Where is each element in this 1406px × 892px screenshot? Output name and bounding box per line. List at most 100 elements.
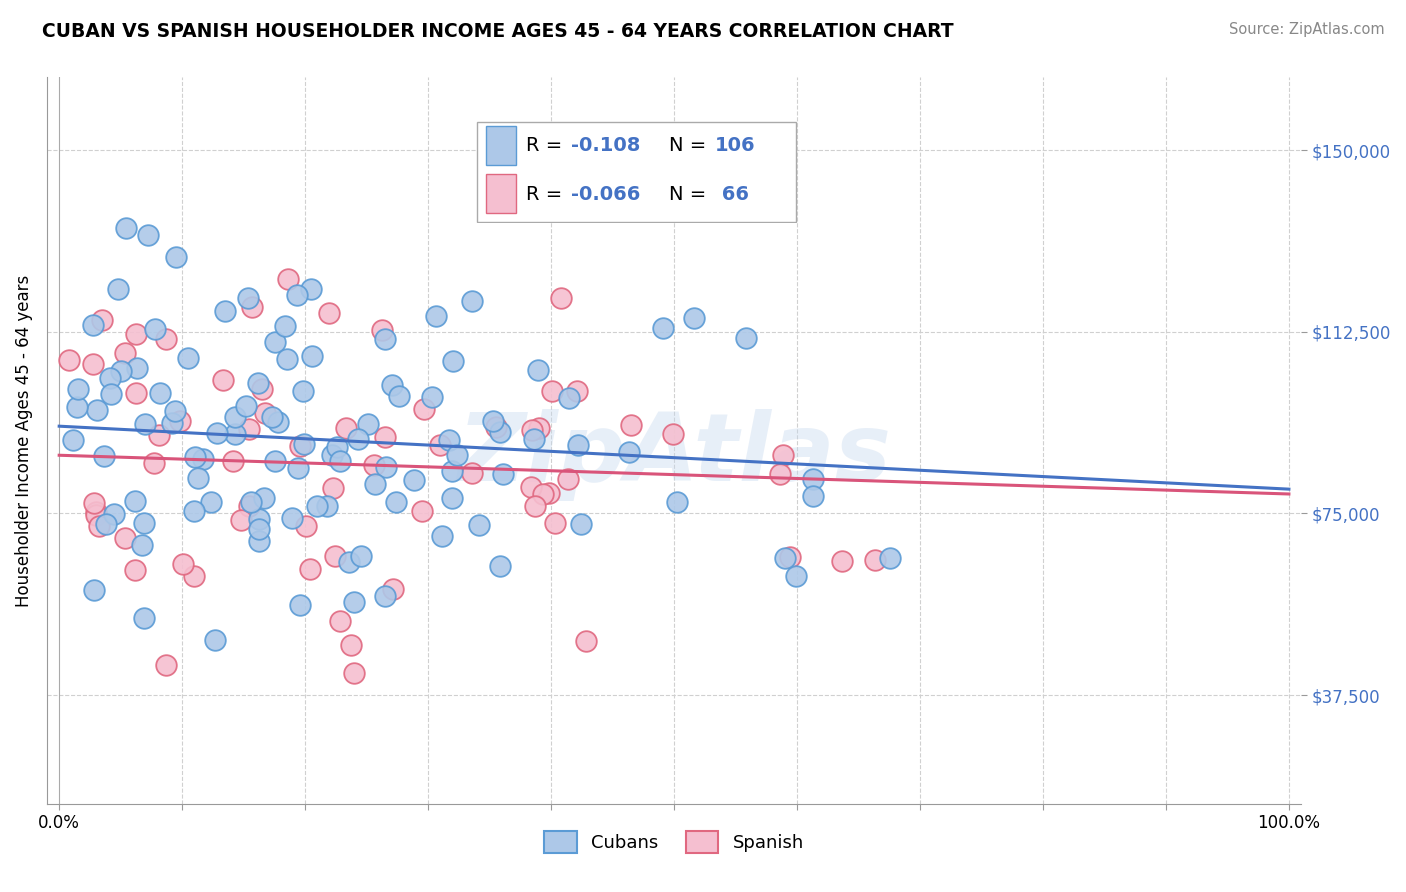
- Point: [441, 464, 464, 478]
- Point: [461, 293, 484, 308]
- Point: [298, 562, 321, 576]
- Point: [131, 538, 153, 552]
- Point: [163, 404, 186, 418]
- Point: [204, 632, 226, 647]
- Point: [374, 332, 396, 346]
- Point: [247, 512, 270, 526]
- Point: [375, 460, 398, 475]
- Point: [863, 553, 886, 567]
- Point: [132, 611, 155, 625]
- Point: [84, 505, 107, 519]
- Point: [160, 416, 183, 430]
- Point: [335, 421, 357, 435]
- Point: [124, 563, 146, 577]
- Point: [125, 327, 148, 342]
- Point: [538, 485, 561, 500]
- Point: [115, 220, 138, 235]
- Point: [125, 385, 148, 400]
- Point: [246, 376, 269, 390]
- Point: [127, 360, 149, 375]
- Point: [200, 495, 222, 509]
- Point: [662, 427, 685, 442]
- Point: [124, 494, 146, 508]
- Point: [439, 434, 461, 448]
- Point: [363, 477, 385, 491]
- Text: Source: ZipAtlas.com: Source: ZipAtlas.com: [1229, 22, 1385, 37]
- Point: [238, 291, 260, 305]
- Point: [103, 508, 125, 522]
- Point: [357, 417, 380, 431]
- Point: [489, 425, 512, 440]
- Point: [214, 304, 236, 318]
- Point: [557, 472, 579, 486]
- Text: R =: R =: [526, 136, 562, 155]
- Point: [66, 382, 89, 396]
- Point: [769, 467, 792, 482]
- Point: [322, 481, 344, 495]
- Point: [318, 305, 340, 319]
- Text: CUBAN VS SPANISH HOUSEHOLDER INCOME AGES 45 - 64 YEARS CORRELATION CHART: CUBAN VS SPANISH HOUSEHOLDER INCOME AGES…: [42, 22, 953, 41]
- Point: [316, 499, 339, 513]
- Point: [169, 414, 191, 428]
- Point: [221, 454, 243, 468]
- Point: [544, 516, 567, 530]
- Point: [183, 450, 205, 464]
- Point: [329, 454, 352, 468]
- Point: [523, 500, 546, 514]
- Point: [325, 441, 347, 455]
- Text: ZipAtlas: ZipAtlas: [457, 409, 891, 501]
- Point: [323, 549, 346, 564]
- Text: R =: R =: [526, 185, 562, 203]
- Point: [468, 517, 491, 532]
- Point: [240, 495, 263, 509]
- Text: -0.066: -0.066: [571, 185, 641, 203]
- Point: [488, 559, 510, 574]
- Point: [94, 517, 117, 532]
- Point: [177, 351, 200, 365]
- Y-axis label: Householder Income Ages 45 - 64 years: Householder Income Ages 45 - 64 years: [15, 275, 32, 607]
- Point: [652, 320, 675, 334]
- Point: [155, 657, 177, 672]
- Point: [62, 433, 84, 447]
- Point: [107, 282, 129, 296]
- Point: [134, 417, 156, 432]
- Point: [482, 414, 505, 428]
- Text: 106: 106: [714, 136, 755, 155]
- Point: [520, 480, 543, 494]
- Point: [155, 332, 177, 346]
- Point: [411, 504, 433, 518]
- Point: [82, 357, 104, 371]
- Point: [212, 373, 235, 387]
- Point: [531, 487, 554, 501]
- Point: [620, 417, 643, 432]
- Point: [307, 499, 329, 513]
- Point: [288, 439, 311, 453]
- Point: [132, 516, 155, 530]
- Point: [187, 471, 209, 485]
- Point: [224, 426, 246, 441]
- Point: [83, 496, 105, 510]
- Point: [93, 449, 115, 463]
- Point: [412, 402, 434, 417]
- Point: [267, 415, 290, 429]
- Point: [224, 410, 246, 425]
- Point: [274, 318, 297, 333]
- Text: N =: N =: [669, 185, 706, 203]
- Point: [567, 438, 589, 452]
- Point: [299, 282, 322, 296]
- Point: [772, 448, 794, 462]
- Point: [295, 519, 318, 533]
- Point: [66, 401, 89, 415]
- Point: [288, 598, 311, 612]
- Point: [666, 495, 689, 509]
- Point: [292, 436, 315, 450]
- Point: [446, 448, 468, 462]
- Point: [238, 500, 260, 514]
- Point: [148, 427, 170, 442]
- Point: [110, 363, 132, 377]
- Point: [803, 472, 825, 486]
- Point: [492, 467, 515, 481]
- Point: [253, 406, 276, 420]
- Point: [569, 517, 592, 532]
- Point: [277, 271, 299, 285]
